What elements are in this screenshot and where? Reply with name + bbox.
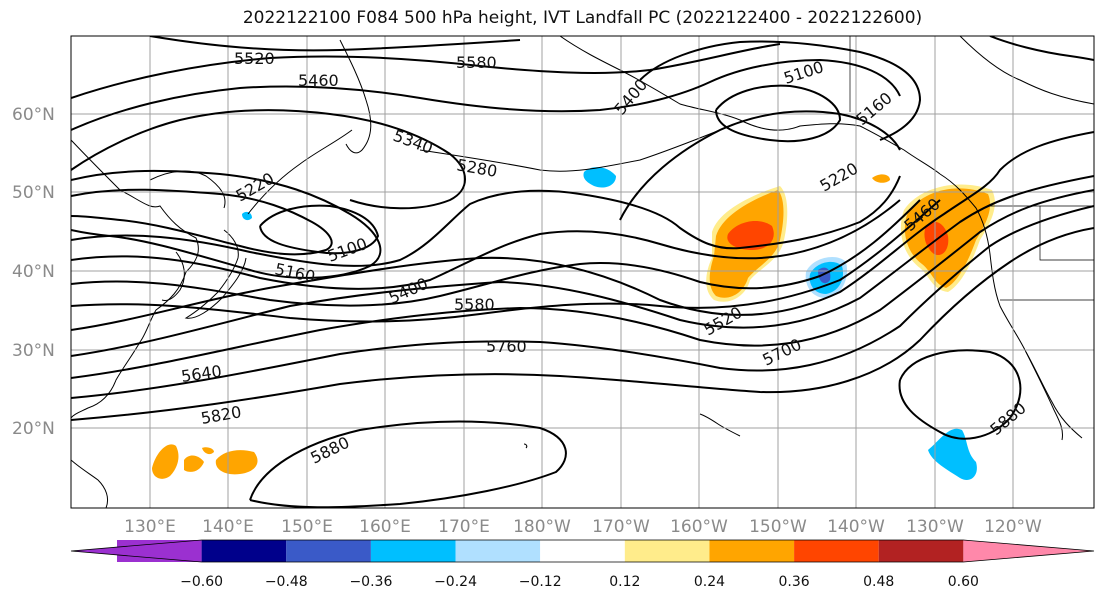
contour-line [71, 58, 901, 131]
contour-line [71, 227, 1094, 421]
alaska-coastline [959, 36, 1094, 105]
colorbar: −0.60 −0.48 −0.36 −0.24 −0.12 0.12 0.24 … [70, 539, 1095, 590]
japan-coastline [184, 229, 247, 319]
ivt-positive-region [727, 220, 774, 250]
borders [849, 36, 1094, 301]
colorbar-swatch [370, 540, 456, 562]
contour-line [259, 204, 380, 255]
asia-coastline [71, 139, 199, 419]
aleutian-islands [419, 129, 721, 172]
colorbar-tick-label: 0.60 [948, 574, 979, 590]
colorbar-outline [70, 539, 1095, 563]
map-border [70, 35, 1095, 509]
lon-label: 150°W [749, 517, 807, 537]
ivt-positive-region [152, 444, 179, 479]
lon-label: 180°W [513, 517, 571, 537]
contour-label: 5460 [298, 71, 339, 90]
contour-line [71, 175, 1094, 357]
map-title: 2022122100 F084 500 hPa height, IVT Land… [242, 8, 923, 28]
kuril-islands [247, 129, 353, 215]
colorbar-ticks: −0.60 −0.48 −0.36 −0.24 −0.12 0.12 0.24 … [180, 574, 979, 590]
lon-label: 160°E [359, 517, 411, 537]
hawaii-islands [699, 413, 741, 437]
lat-label: 50°N [12, 183, 55, 203]
colorbar-swatch [624, 540, 710, 562]
colorbar-swatches [70, 539, 1095, 563]
baja-coastline [1025, 351, 1063, 441]
ivt-negative-region [928, 428, 977, 481]
contour-line [715, 84, 842, 143]
lon-label: 150°E [281, 517, 333, 537]
lon-label: 140°W [827, 517, 885, 537]
contour-line [149, 36, 521, 52]
contour-line [989, 36, 1094, 61]
colorbar-tick-label: −0.60 [180, 574, 223, 590]
lon-label: 170°E [438, 517, 490, 537]
contour-line [71, 199, 921, 307]
latitude-labels: 60°N 50°N 40°N 30°N 20°N [12, 105, 55, 439]
ivt-negative-region [242, 211, 252, 221]
colorbar-swatch [286, 540, 371, 562]
philippines-coastline [71, 459, 109, 508]
asia-coastline [149, 170, 226, 209]
contour-line [71, 205, 1094, 399]
contour-line [71, 43, 781, 99]
lon-label: 130°W [906, 517, 964, 537]
colorbar-tick-label: −0.24 [434, 574, 477, 590]
contour-line [249, 420, 567, 508]
ivt-positive-region [872, 174, 890, 183]
contour-line [71, 175, 901, 267]
contour-line [639, 40, 922, 141]
lon-label: 160°W [670, 517, 728, 537]
contour-label: 5580 [454, 295, 495, 314]
ivt-negative-region [583, 167, 616, 188]
contour-line [898, 349, 1022, 440]
colorbar-swatch [709, 540, 795, 562]
contour-line [71, 199, 901, 290]
contour-line [71, 109, 466, 210]
colorbar-swatch [201, 540, 287, 562]
colorbar-swatch [540, 540, 625, 562]
ivt-positive-region [184, 455, 204, 472]
contour-line [71, 189, 1094, 379]
colorbar-swatch [794, 540, 879, 562]
contour-label: 5580 [456, 53, 497, 72]
colorbar-extend-low [71, 540, 202, 562]
midway-island [523, 443, 528, 449]
kamchatka-coastline [339, 39, 372, 154]
lon-label: 170°W [592, 517, 650, 537]
lon-label: 130°E [124, 517, 176, 537]
lat-label: 30°N [12, 341, 55, 361]
colorbar-tick-label: 0.48 [863, 574, 894, 590]
ivt-shading [152, 167, 995, 481]
contour-line [71, 199, 941, 323]
ivt-positive-region [215, 450, 258, 475]
map-panel [71, 36, 1094, 508]
colorbar-tick-label: 0.36 [779, 574, 810, 590]
colorbar-tick-label: −0.36 [349, 574, 392, 590]
na-west-coastline [939, 173, 1083, 439]
colorbar-tick-label: 0.12 [609, 574, 640, 590]
ivt-positive-region [202, 447, 214, 455]
lat-label: 40°N [12, 262, 55, 282]
lon-label: 120°W [984, 517, 1042, 537]
colorbar-tick-label: 0.24 [694, 574, 725, 590]
colorbar-swatch [878, 540, 964, 562]
colorbar-swatch [455, 540, 541, 562]
lon-label: 140°E [202, 517, 254, 537]
height-contours [71, 36, 1094, 508]
contour-line [71, 131, 1094, 331]
us-state-border [1039, 206, 1094, 261]
lat-label: 60°N [12, 105, 55, 125]
lat-label: 20°N [12, 419, 55, 439]
contour-line [71, 188, 333, 256]
longitude-labels: 130°E 140°E 150°E 160°E 170°E 180°W 170°… [124, 517, 1042, 537]
colorbar-extend-high [963, 540, 1094, 562]
contour-label: 5760 [486, 337, 527, 356]
colorbar-tick-label: −0.12 [519, 574, 562, 590]
contour-line [619, 110, 901, 221]
contour-label: 5520 [234, 49, 275, 68]
colorbar-tick-label: −0.48 [265, 574, 308, 590]
